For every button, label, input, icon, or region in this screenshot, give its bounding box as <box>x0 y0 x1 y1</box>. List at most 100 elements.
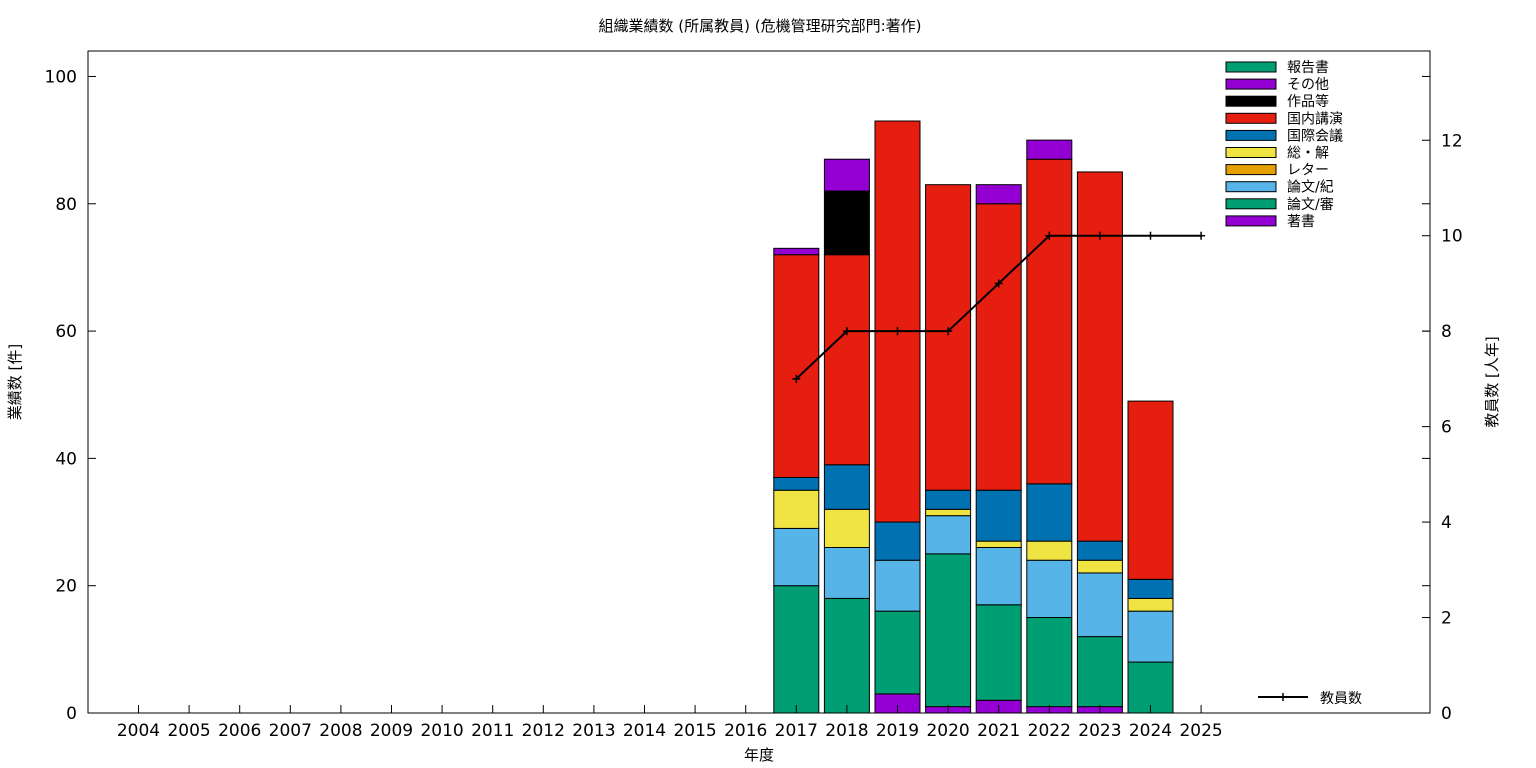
bar-segment <box>1026 158 1073 485</box>
bar-segment <box>1127 610 1174 663</box>
y2-tick-label: 12 <box>1441 131 1463 151</box>
bar-segment <box>1127 578 1174 599</box>
y2-tick-label: 6 <box>1441 418 1452 438</box>
x-tick-label: 2014 <box>623 721 666 741</box>
bar-segment <box>823 190 870 256</box>
y2-tick-label: 10 <box>1441 227 1463 247</box>
bar-segment <box>773 476 820 491</box>
bar-segment <box>925 553 972 708</box>
legend-label: 報告書 <box>1287 60 1329 76</box>
legend-label: レター <box>1287 163 1329 179</box>
bar-segment <box>874 559 921 612</box>
x-tick-label: 2024 <box>1129 721 1172 741</box>
bar-segment <box>823 508 870 548</box>
legend-swatch <box>1225 78 1277 90</box>
chart-title: 組織業績数 (所属教員) (危機管理研究部門:著作) <box>598 17 921 35</box>
bar-segment <box>925 184 972 491</box>
bar-segment <box>1076 540 1123 561</box>
legend-label: 著書 <box>1287 214 1315 230</box>
bar-segment <box>1127 597 1174 612</box>
legend-swatch <box>1225 129 1277 141</box>
legend-swatch <box>1225 112 1277 124</box>
x-tick-label: 2022 <box>1028 721 1071 741</box>
legend-label: 作品等 <box>1287 93 1329 110</box>
y2-tick-label: 0 <box>1441 704 1452 724</box>
legend-label: 国内講演 <box>1287 111 1343 127</box>
legend-label: 論文/審 <box>1287 197 1334 213</box>
legend-swatch <box>1225 95 1277 107</box>
bar-segment <box>773 247 820 256</box>
bar-segment <box>925 489 972 510</box>
legend-swatch <box>1225 61 1277 73</box>
x-tick-label: 2011 <box>471 721 514 741</box>
legend-label: 総・解 <box>1287 146 1329 162</box>
bars-layer <box>773 120 1174 714</box>
legend-swatch <box>1225 181 1277 193</box>
y2-tick-label: 4 <box>1441 513 1452 533</box>
bar-segment <box>975 547 1022 606</box>
x-tick-label: 2023 <box>1078 721 1121 741</box>
x-tick-label: 2013 <box>572 721 615 741</box>
y-tick-label: 20 <box>55 577 77 597</box>
bar-segment <box>1026 139 1073 160</box>
x-tick-label: 2017 <box>775 721 818 741</box>
bar-segment <box>1076 572 1123 638</box>
x-tick-label: 2008 <box>319 721 362 741</box>
bar-segment <box>773 254 820 478</box>
bar-segment <box>773 585 820 714</box>
bar-segment <box>823 597 870 714</box>
x-tick-label: 2025 <box>1179 721 1222 741</box>
y2-axis-label: 教員数 [人年] <box>1483 336 1501 427</box>
bar-segment <box>874 610 921 695</box>
bar-segment <box>1026 559 1073 619</box>
y-tick-label: 60 <box>55 322 77 342</box>
x-tick-label: 2009 <box>370 721 413 741</box>
y2-tick-label: 8 <box>1441 322 1452 342</box>
bar-segment <box>773 527 820 587</box>
x-axis-label: 年度 <box>744 746 774 764</box>
x-tick-label: 2010 <box>420 721 463 741</box>
y-axis-label: 業績数 [件] <box>6 344 24 420</box>
bar-segment <box>773 489 820 529</box>
bar-segment <box>1026 617 1073 708</box>
legend-label: 国際会議 <box>1287 127 1343 144</box>
y2-tick-label: 2 <box>1441 609 1452 629</box>
x-tick-label: 2021 <box>977 721 1020 741</box>
bar-segment <box>1026 540 1073 561</box>
bar-segment <box>975 489 1022 542</box>
legend-label: 教員数 <box>1320 691 1362 707</box>
x-tick-label: 2016 <box>724 721 767 741</box>
x-tick-label: 2004 <box>117 721 160 741</box>
y-tick-label: 80 <box>55 195 77 215</box>
y-tick-label: 100 <box>45 67 77 87</box>
x-tick-label: 2007 <box>269 721 312 741</box>
bar-segment <box>1026 483 1073 542</box>
legend-swatch <box>1225 198 1277 210</box>
bar-segment <box>925 508 972 517</box>
bar-segment <box>1076 559 1123 574</box>
bar-segment <box>874 120 921 523</box>
bar-segment <box>823 254 870 466</box>
legend-swatch <box>1225 215 1277 227</box>
bar-segment <box>975 203 1022 491</box>
bar-segment <box>1076 171 1123 542</box>
bar-segment <box>975 540 1022 549</box>
x-tick-label: 2020 <box>926 721 969 741</box>
legend-label: 論文/紀 <box>1287 180 1334 196</box>
x-tick-label: 2018 <box>825 721 868 741</box>
bar-segment <box>874 521 921 561</box>
legend-label: その他 <box>1287 77 1329 93</box>
y-tick-label: 40 <box>55 449 77 469</box>
plot-frame <box>87 50 1431 714</box>
bar-segment <box>1127 661 1174 714</box>
x-tick-label: 2006 <box>218 721 261 741</box>
legend-swatch <box>1225 147 1277 158</box>
bar-segment <box>823 547 870 599</box>
bar-segment <box>823 158 870 192</box>
x-tick-label: 2019 <box>876 721 919 741</box>
bar-segment <box>823 464 870 510</box>
bar-segment <box>925 515 972 555</box>
x-tick-label: 2012 <box>522 721 565 741</box>
